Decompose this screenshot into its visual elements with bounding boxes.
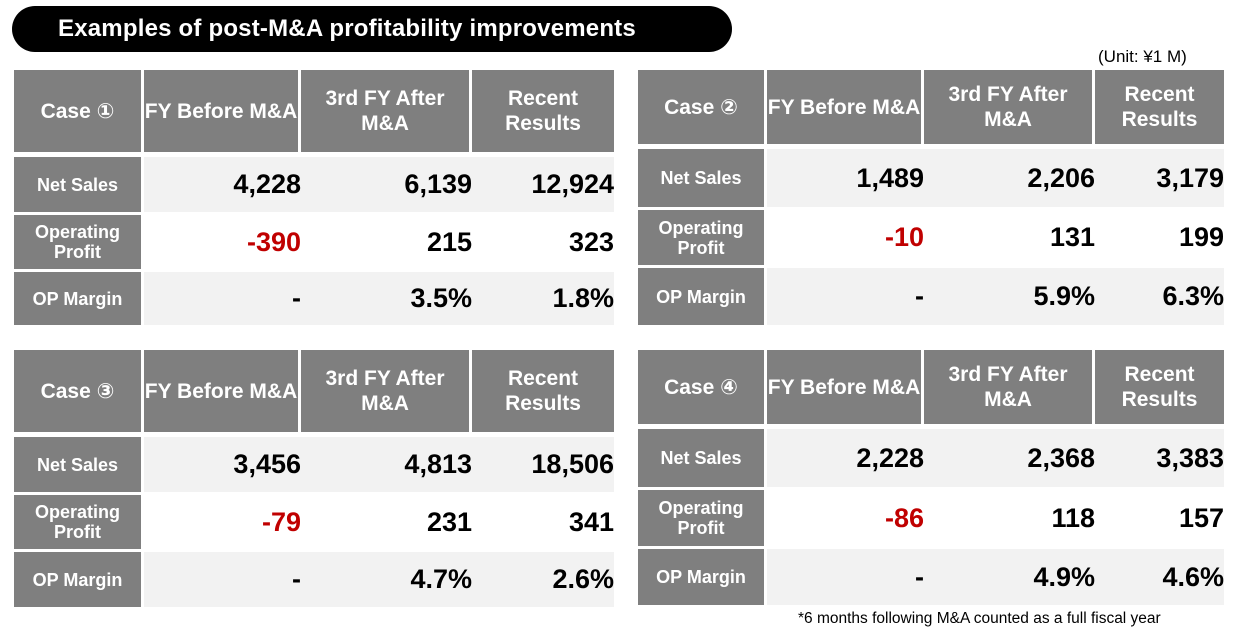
column-header-recent: Recent Results: [472, 350, 614, 437]
operating-profit-before: -79: [144, 495, 301, 552]
op-margin-after: 4.7%: [301, 552, 472, 607]
net-sales-before: 4,228: [144, 157, 301, 215]
op-margin-after: 3.5%: [301, 272, 472, 325]
footnote: *6 months following M&A counted as a ful…: [798, 610, 1161, 627]
net-sales-after: 4,813: [301, 437, 472, 495]
row-label-operating-profit: Operating Profit: [638, 210, 767, 268]
net-sales-recent: 3,179: [1095, 149, 1224, 210]
row-label-op-margin: OP Margin: [14, 552, 144, 607]
operating-profit-before: -86: [767, 490, 924, 549]
op-margin-before: -: [767, 268, 924, 325]
column-header-recent: Recent Results: [1095, 350, 1224, 429]
case-4-table: Case ④ FY Before M&A 3rd FY After M&A Re…: [638, 350, 1224, 605]
net-sales-recent: 12,924: [472, 157, 614, 215]
operating-profit-recent: 341: [472, 495, 614, 552]
column-header-recent: Recent Results: [472, 70, 614, 157]
operating-profit-recent: 199: [1095, 210, 1224, 268]
case-2-table: Case ② FY Before M&A 3rd FY After M&A Re…: [638, 70, 1224, 325]
case-3-table: Case ③ FY Before M&A 3rd FY After M&A Re…: [14, 350, 614, 607]
column-header-before: FY Before M&A: [767, 70, 924, 149]
op-margin-before: -: [767, 549, 924, 605]
net-sales-recent: 18,506: [472, 437, 614, 495]
row-label-net-sales: Net Sales: [638, 149, 767, 210]
row-label-operating-profit: Operating Profit: [14, 495, 144, 552]
net-sales-after: 2,206: [924, 149, 1095, 210]
op-margin-before: -: [144, 272, 301, 325]
case-label: Case ③: [14, 350, 144, 437]
unit-label: (Unit: ¥1 M): [1098, 47, 1187, 66]
net-sales-recent: 3,383: [1095, 429, 1224, 490]
operating-profit-after: 215: [301, 215, 472, 272]
row-label-net-sales: Net Sales: [638, 429, 767, 490]
column-header-recent: Recent Results: [1095, 70, 1224, 149]
operating-profit-before: -10: [767, 210, 924, 268]
row-label-net-sales: Net Sales: [14, 437, 144, 495]
column-header-before: FY Before M&A: [144, 70, 301, 157]
operating-profit-after: 231: [301, 495, 472, 552]
row-label-op-margin: OP Margin: [638, 268, 767, 325]
column-header-before: FY Before M&A: [767, 350, 924, 429]
op-margin-recent: 4.6%: [1095, 549, 1224, 605]
net-sales-after: 2,368: [924, 429, 1095, 490]
column-header-after: 3rd FY After M&A: [924, 350, 1095, 429]
op-margin-recent: 2.6%: [472, 552, 614, 607]
op-margin-after: 4.9%: [924, 549, 1095, 605]
operating-profit-before: -390: [144, 215, 301, 272]
case-label: Case ②: [638, 70, 767, 149]
op-margin-before: -: [144, 552, 301, 607]
row-label-net-sales: Net Sales: [14, 157, 144, 215]
operating-profit-recent: 323: [472, 215, 614, 272]
column-header-after: 3rd FY After M&A: [301, 70, 472, 157]
net-sales-before: 3,456: [144, 437, 301, 495]
column-header-before: FY Before M&A: [144, 350, 301, 437]
case-1-table: Case ① FY Before M&A 3rd FY After M&A Re…: [14, 70, 614, 325]
net-sales-after: 6,139: [301, 157, 472, 215]
row-label-operating-profit: Operating Profit: [638, 490, 767, 549]
column-header-after: 3rd FY After M&A: [924, 70, 1095, 149]
op-margin-recent: 6.3%: [1095, 268, 1224, 325]
case-label: Case ④: [638, 350, 767, 429]
page-title: Examples of post-M&A profitability impro…: [12, 6, 732, 52]
operating-profit-after: 131: [924, 210, 1095, 268]
case-label: Case ①: [14, 70, 144, 157]
column-header-after: 3rd FY After M&A: [301, 350, 472, 437]
operating-profit-recent: 157: [1095, 490, 1224, 549]
row-label-operating-profit: Operating Profit: [14, 215, 144, 272]
row-label-op-margin: OP Margin: [14, 272, 144, 325]
op-margin-after: 5.9%: [924, 268, 1095, 325]
row-label-op-margin: OP Margin: [638, 549, 767, 605]
operating-profit-after: 118: [924, 490, 1095, 549]
net-sales-before: 2,228: [767, 429, 924, 490]
net-sales-before: 1,489: [767, 149, 924, 210]
op-margin-recent: 1.8%: [472, 272, 614, 325]
